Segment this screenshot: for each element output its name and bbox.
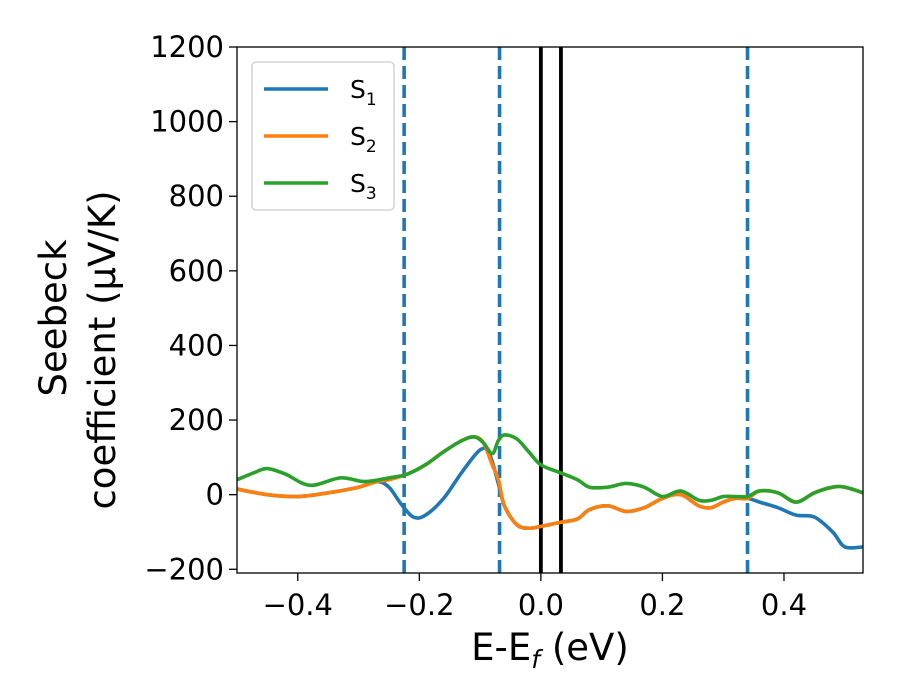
legend-label-s2: S2 [350,122,377,157]
legend-label-s3: S3 [350,169,377,204]
x-axis-label-main: E-E [471,626,531,669]
legend-label-subscript: 3 [366,184,377,204]
x-tick-label: 0.4 [761,588,807,622]
x-tick-label: −0.2 [384,588,454,622]
series-lines [237,433,863,550]
series-line-s1 [237,446,863,550]
x-tick-label: 0.0 [518,588,564,622]
x-tick-label: 0.2 [639,588,685,622]
legend-label-main: S [350,122,366,151]
y-axis-ticks: −200 0 200 400 600 800 1000 1200 [144,30,237,586]
y-axis-label-line2: coefficient (μV/K) [81,190,124,509]
x-axis-label: E-Ef (eV) [471,626,629,674]
legend-label-main: S [350,75,366,104]
y-tick-label: 800 [169,179,224,213]
legend-label-subscript: 2 [366,137,377,157]
plot-frame [236,46,864,574]
y-tick-label: 600 [169,254,224,288]
plot-area [237,47,863,573]
y-tick-label: 400 [169,328,224,362]
y-tick-label: 200 [169,403,224,437]
legend-label-s1: S1 [350,75,377,110]
reference-lines [402,47,750,573]
x-tick-label: −0.4 [263,588,333,622]
legend-label-main: S [350,169,366,198]
y-tick-label: 1000 [150,105,224,139]
x-axis-label-unit: (eV) [540,626,629,669]
y-tick-label: 0 [206,478,224,512]
y-tick-label: −200 [144,552,224,586]
y-tick-label: 1200 [150,30,224,64]
legend-label-subscript: 1 [366,90,377,110]
series-line-s3 [237,433,863,504]
y-axis-label-line1: Seebeck [32,239,75,397]
x-axis-ticks: −0.4 −0.2 0.0 0.2 0.4 [263,573,807,622]
series-line-s2 [237,435,863,531]
